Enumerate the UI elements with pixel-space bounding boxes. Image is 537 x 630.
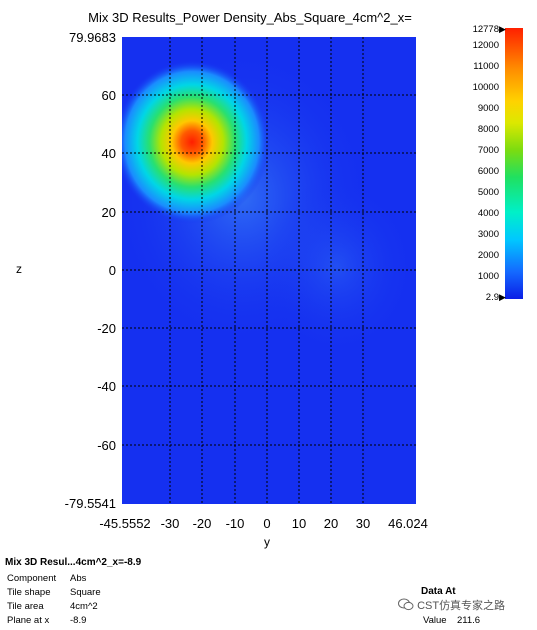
colorbar-label: 11000 [473, 61, 499, 72]
colorbar [505, 28, 523, 299]
colorbar-label: 7000 [477, 145, 499, 156]
y-tick-label: 0 [263, 516, 271, 531]
info-key: Tile shape [7, 587, 51, 598]
plot-title: Mix 3D Results_Power Density_Abs_Square_… [88, 10, 412, 25]
data-at-title: Data At [421, 586, 456, 597]
info-key: Component [7, 573, 57, 584]
heatmap-svg [122, 37, 416, 504]
info-value: 4cm^2 [70, 601, 98, 612]
colorbar-max-arrow-icon[interactable]: ▶ [499, 24, 506, 34]
wechat-icon [398, 598, 414, 611]
y-tick-label: 20 [323, 516, 339, 531]
z-tick-label: 60 [101, 88, 116, 103]
watermark: CST仿真专家之路 [398, 597, 505, 613]
z-tick-label: 40 [101, 146, 116, 161]
colorbar-label: 12000 [472, 40, 499, 51]
colorbar-label: 8000 [477, 124, 499, 135]
info-key: Tile area [7, 601, 44, 612]
y-tick-label: 30 [355, 516, 371, 531]
z-tick-label: -40 [97, 379, 116, 394]
info-panel-title: Mix 3D Resul...4cm^2_x=-8.9 [5, 557, 142, 568]
info-key: Plane at x [7, 615, 50, 626]
z-tick-label: -20 [97, 321, 116, 336]
colorbar-min-arrow-icon[interactable]: ▶ [499, 292, 506, 302]
colorbar-label: 5000 [477, 187, 499, 198]
colorbar-label: 9000 [477, 103, 499, 114]
colorbar-label: 1000 [477, 271, 499, 282]
colorbar-label: 12778 [472, 24, 499, 35]
y-tick-label: -10 [225, 516, 245, 531]
colorbar-label: 10000 [472, 82, 499, 93]
y-axis-title: y [264, 535, 270, 549]
colorbar-label: 6000 [477, 166, 499, 177]
z-axis-title: z [16, 262, 22, 276]
colorbar-label: 2.9 [485, 292, 499, 303]
info-value: Square [70, 587, 101, 598]
y-tick-label: -30 [160, 516, 180, 531]
info-value: -8.9 [70, 615, 87, 626]
data-at-key: Value [423, 615, 447, 626]
colorbar-label: 4000 [477, 208, 499, 219]
heatmap-plot[interactable] [122, 37, 416, 504]
z-tick-label: 0 [108, 263, 116, 278]
info-value: Abs [70, 573, 87, 584]
y-tick-label: -20 [192, 516, 212, 531]
colorbar-label: 3000 [477, 229, 499, 240]
z-tick-label: -60 [97, 438, 116, 453]
y-tick-label: 46.024 [388, 516, 428, 531]
z-tick-label: 79.9683 [69, 30, 116, 45]
colorbar-label: 2000 [477, 250, 499, 261]
watermark-text: CST仿真专家之路 [417, 600, 506, 612]
y-tick-label: 10 [291, 516, 307, 531]
z-tick-label: 20 [101, 205, 116, 220]
y-tick-label: -45.5552 [99, 516, 151, 531]
z-tick-label: -79.5541 [64, 496, 116, 511]
data-at-value: 211.6 [457, 615, 481, 626]
